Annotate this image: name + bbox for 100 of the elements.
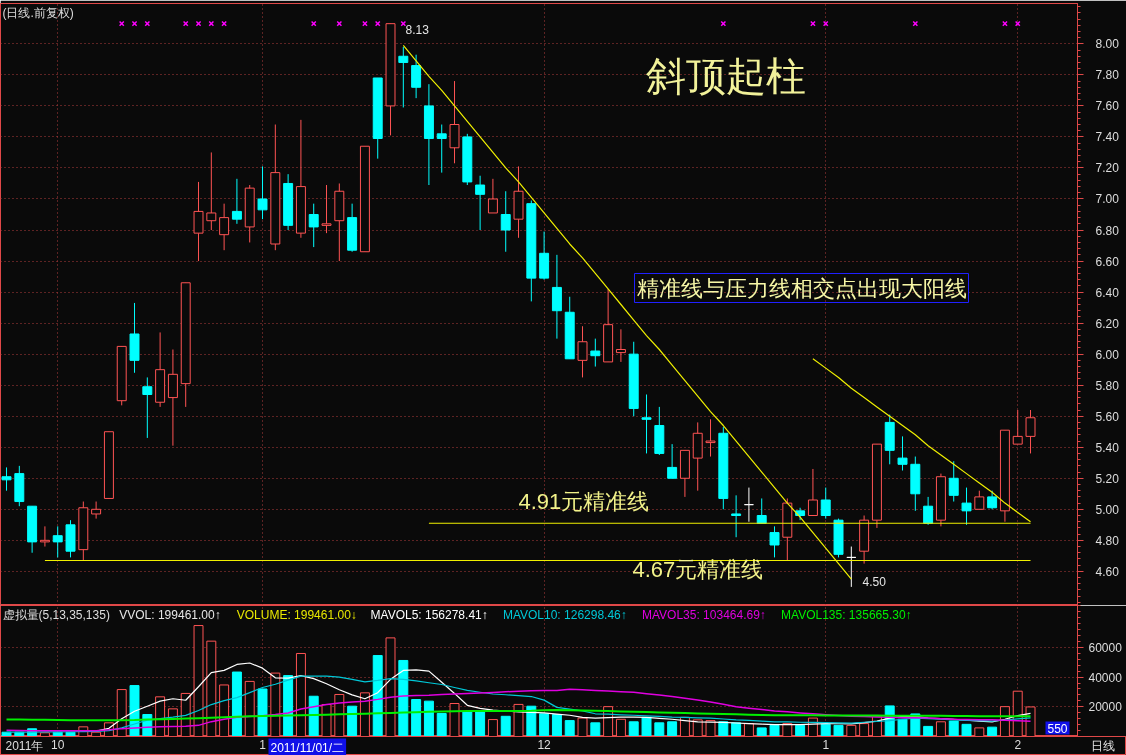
- bar: [795, 724, 806, 736]
- y-tick-label: 40000: [1088, 670, 1123, 685]
- y-tick-label: 6.80: [1095, 223, 1120, 238]
- candlestick: [820, 487, 831, 520]
- bar: [539, 713, 550, 736]
- annotation: 4.50: [862, 574, 887, 589]
- candlestick: [231, 178, 242, 225]
- text: MAVOL5: 156278.41↑: [370, 607, 488, 622]
- y-tick-label: 7.80: [1095, 68, 1120, 83]
- candlestick: [475, 175, 486, 231]
- bar: [231, 671, 242, 736]
- candlestick: [551, 254, 562, 340]
- candlestick: [436, 124, 447, 174]
- candlestick: [52, 525, 63, 558]
- candlestick: [961, 487, 972, 526]
- text: MAVOL135: 135665.30↑: [781, 607, 912, 622]
- candlestick: [257, 165, 268, 220]
- text: 日线: [1090, 738, 1115, 753]
- bar: [731, 722, 742, 736]
- x-tick-label: 1: [822, 737, 830, 752]
- x-axis-title: 2011年: [5, 738, 44, 753]
- y-tick-label: 5.80: [1095, 378, 1120, 393]
- annotation: 8.13: [405, 22, 430, 37]
- candlestick: [590, 338, 601, 368]
- y-tick-label: 4.60: [1095, 564, 1120, 579]
- bar: [462, 711, 473, 736]
- candlestick: [641, 393, 652, 454]
- candlestick: [756, 497, 767, 524]
- bar: [436, 712, 447, 736]
- annotation: VOLUME: 199461.00↓: [236, 607, 357, 622]
- bar: [347, 705, 358, 736]
- candlestick: [39, 525, 50, 548]
- y-tick-label: 5.00: [1095, 502, 1120, 517]
- text: 2011/11/01/二: [270, 740, 345, 755]
- line-series: [5, 675, 1032, 733]
- bar: [987, 726, 998, 736]
- candlestick: [321, 184, 332, 234]
- candlestick: [615, 328, 626, 363]
- bar: [948, 720, 959, 736]
- text: 550: [1047, 721, 1068, 736]
- candlestick: [1012, 409, 1023, 445]
- candlestick: [219, 203, 230, 251]
- candlestick: [731, 494, 742, 538]
- x-tick-label: 2: [1014, 737, 1022, 752]
- bar: [756, 727, 767, 736]
- candlestick: [807, 468, 818, 517]
- bar: [500, 715, 511, 736]
- text: MAVOL10: 126298.46↑: [502, 607, 627, 622]
- y-tick-label: 7.60: [1095, 99, 1120, 114]
- y-tick-label: 20000: [1088, 700, 1123, 715]
- x-tick-label: 12: [537, 737, 552, 752]
- y-tick-label: 6.00: [1095, 347, 1120, 362]
- candlestick: [193, 181, 204, 262]
- candlestick: [500, 190, 511, 253]
- line-series: [5, 688, 1032, 732]
- x-tick-label: 10: [51, 737, 65, 752]
- annotation: 斜顶起柱: [645, 53, 806, 99]
- bar: [833, 724, 844, 736]
- candlestick: [1, 466, 12, 492]
- bar: [590, 722, 601, 736]
- bar: [564, 720, 575, 736]
- line-series: [5, 708, 1032, 722]
- candlestick: [1025, 409, 1036, 454]
- bar: [526, 705, 537, 736]
- bar: [654, 722, 665, 736]
- candlestick: [91, 501, 102, 520]
- x-tick-label: 1: [259, 737, 267, 752]
- bar: [820, 723, 831, 736]
- candlestick: [411, 54, 422, 99]
- candlestick: [142, 376, 153, 439]
- candlestick: [974, 490, 985, 510]
- series-label: 4.91元精准线: [518, 488, 650, 514]
- bar: [423, 700, 434, 736]
- bar: [411, 699, 422, 736]
- candlestick: [449, 80, 460, 164]
- bar: [769, 724, 780, 736]
- candlestick: [705, 418, 716, 458]
- candlestick: [206, 151, 217, 231]
- bar: [372, 655, 383, 736]
- annotation: VVOL: 199461.00↑: [119, 607, 221, 622]
- annotation: 精准线与压力线相交点出现大阳线: [636, 275, 967, 301]
- y-tick-label: 5.20: [1095, 471, 1120, 486]
- bar: [628, 721, 639, 736]
- chart-title: (日线.前复权): [2, 5, 74, 20]
- y-tick-label: 6.40: [1095, 285, 1120, 300]
- candlestick: [167, 348, 178, 447]
- bar: [551, 714, 562, 736]
- y-tick-label: 6.20: [1095, 316, 1120, 331]
- bar: [923, 725, 934, 736]
- y-tick-label: 60000: [1088, 640, 1123, 655]
- y-tick-label: 7.40: [1095, 130, 1120, 145]
- candlestick: [948, 460, 959, 503]
- y-tick-label: 5.60: [1095, 409, 1120, 424]
- bar: [667, 721, 678, 736]
- bar: [641, 716, 652, 736]
- y-tick-label: 7.00: [1095, 192, 1120, 207]
- candlestick: [667, 443, 678, 479]
- bar: [897, 718, 908, 736]
- y-tick-label: 4.80: [1095, 533, 1120, 548]
- chart-title: 虚拟量(5,13,35,135): [2, 607, 110, 622]
